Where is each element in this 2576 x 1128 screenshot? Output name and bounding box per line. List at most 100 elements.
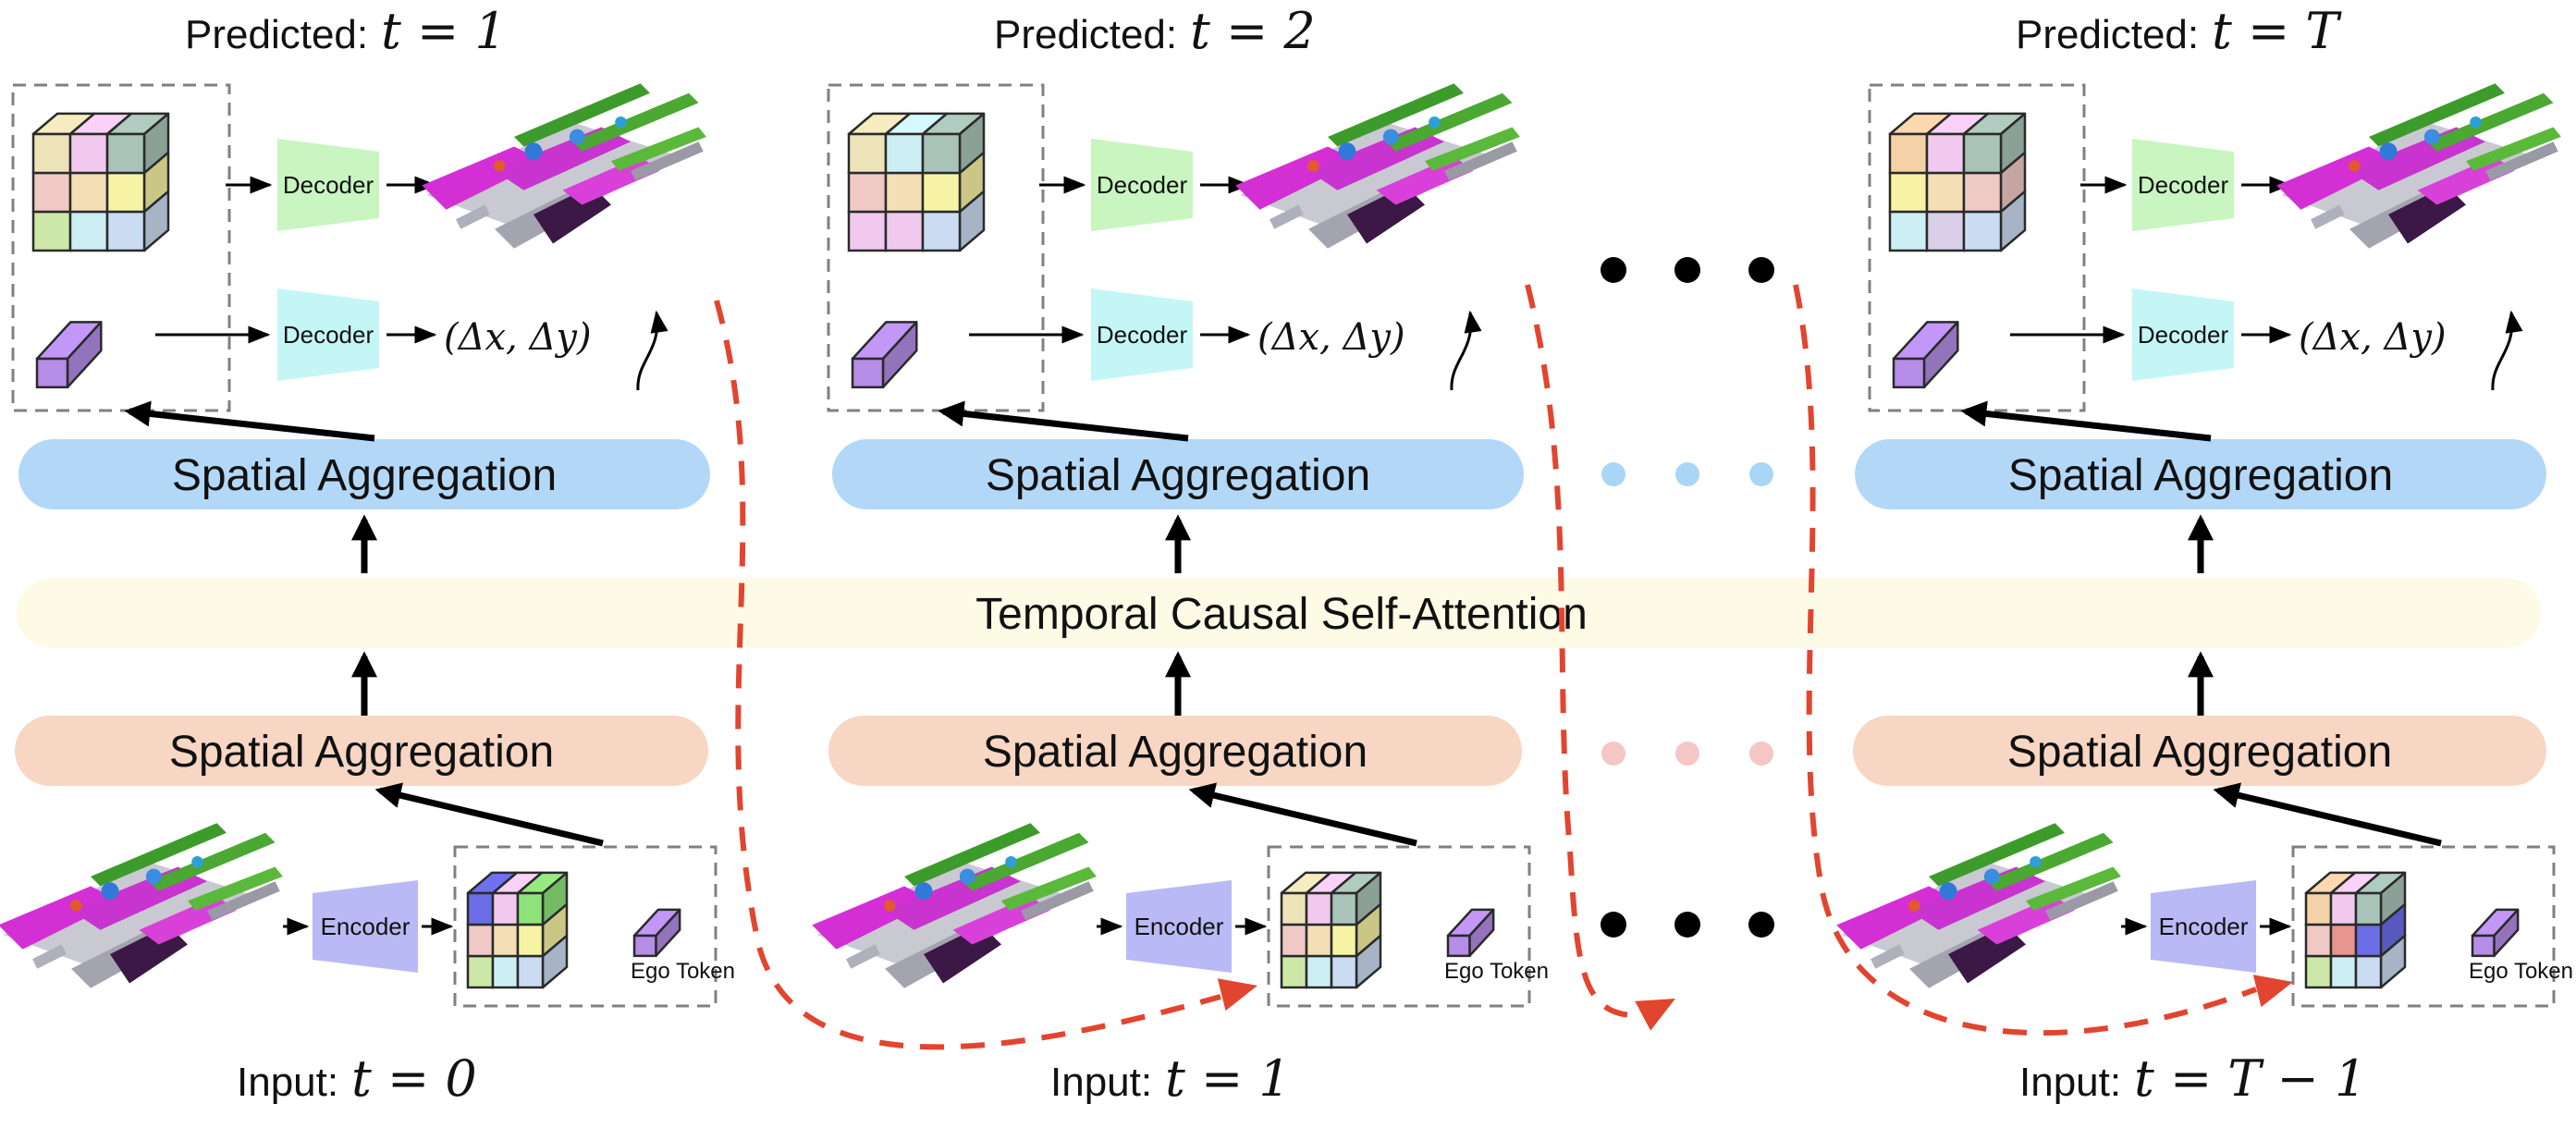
curly-arrow: [1450, 310, 1482, 391]
input-occupancy-tokens: [1280, 871, 1382, 989]
predicted-ego-token: [851, 321, 918, 389]
predicted-title: Predicted: t = T: [2016, 2, 2342, 60]
ego-decoder: Decoder: [2132, 288, 2234, 381]
ellipsis-dot: [1675, 742, 1699, 766]
input-occupancy-scene: [0, 823, 283, 988]
predicted-label: Predicted:: [185, 12, 368, 57]
occupancy-decoder: Decoder: [277, 139, 379, 231]
token-cube: [516, 871, 569, 926]
token-cube: [921, 112, 986, 175]
curly-arrow: [636, 310, 669, 391]
ellipsis-group: [1601, 257, 1774, 938]
ellipsis-dot: [1749, 462, 1773, 486]
predicted-ego-token: [1892, 321, 1959, 389]
ellipsis-dot: [1601, 912, 1626, 938]
ellipsis-dot: [1748, 257, 1774, 283]
input-timestep: t = T − 1: [2134, 1049, 2366, 1108]
timestep-column: Predicted: t = 2 Decoder Decoder (Δx, Δy) Spa…: [812, 2, 1549, 1108]
decoder-label: Decoder: [1097, 171, 1188, 199]
ellipsis-dot: [1674, 912, 1700, 938]
ego-token-label: Ego Token: [1444, 959, 1549, 984]
arrow-to-spatial-bottom: [1188, 782, 1417, 847]
spatial-aggregation-bottom: Spatial Aggregation: [828, 716, 1522, 786]
predicted-token-box: [11, 83, 231, 412]
input-label: Input:: [1050, 1060, 1152, 1105]
encoder-label: Encoder: [321, 913, 411, 940]
timestep-column: Predicted: t = T Decoder Decoder (Δx, Δy) Spa…: [1836, 2, 2573, 1108]
encoder: Encoder: [1126, 880, 1232, 973]
ellipsis-dot: [1601, 462, 1625, 486]
ego-decoder: Decoder: [1091, 288, 1193, 381]
decoder-label: Decoder: [283, 321, 374, 349]
ellipsis-dot: [1674, 257, 1700, 283]
ellipsis-dot: [1601, 742, 1625, 766]
encoder: Encoder: [2151, 880, 2256, 973]
timestep-column: Predicted: t = 1 Decoder Decoder (Δx, Δy) Spa…: [0, 2, 735, 1108]
input-label: Input:: [2019, 1060, 2121, 1105]
predicted-occupancy-scene: [422, 83, 706, 249]
temporal-band-shape: [17, 578, 2541, 648]
predicted-timestep: t = 1: [381, 2, 507, 60]
predicted-occupancy-tokens: [847, 112, 986, 252]
ellipsis-dot: [1601, 257, 1626, 283]
spatial-aggregation-label: Spatial Aggregation: [2007, 728, 2392, 777]
spatial-aggregation-label: Spatial Aggregation: [169, 728, 554, 777]
input-timestep: t = 0: [351, 1049, 477, 1108]
token-cube: [2354, 871, 2407, 926]
autoregressive-arrowhead-2: [1635, 999, 1675, 1031]
decoder-label: Decoder: [283, 171, 374, 199]
arrow-to-spatial-bottom: [374, 782, 604, 847]
decoder-label: Decoder: [1097, 321, 1188, 349]
input-occupancy-scene: [1836, 823, 2121, 988]
predicted-occupancy-scene: [2276, 83, 2561, 249]
input-occupancy-scene: [812, 823, 1097, 988]
input-token-box: [453, 845, 718, 1008]
autoregressive-arrow-1: [714, 300, 1221, 1050]
encoder-label: Encoder: [1135, 913, 1224, 940]
predicted-occupancy-tokens: [1888, 112, 2027, 252]
decoder-label: Decoder: [2138, 321, 2229, 349]
input-title: Input: t = 1: [1050, 1049, 1291, 1108]
predicted-label: Predicted:: [2016, 12, 2199, 57]
token-cube: [1330, 871, 1382, 926]
predicted-token-box: [827, 83, 1045, 412]
ego-token-label: Ego Token: [631, 959, 735, 984]
ego-decoder: Decoder: [277, 288, 379, 381]
ego-token-label: Ego Token: [2469, 959, 2573, 984]
spatial-aggregation-bottom: Spatial Aggregation: [1853, 716, 2546, 786]
encoder: Encoder: [313, 880, 418, 973]
spatial-aggregation-label: Spatial Aggregation: [172, 451, 557, 500]
autoregressive-arrowhead-1: [1217, 978, 1257, 1012]
ego-delta-output: (Δx, Δy): [1257, 316, 1405, 359]
spatial-aggregation-top: Spatial Aggregation: [832, 439, 1524, 509]
curly-arrow: [2491, 310, 2523, 391]
autoregressive-arrow-2: [1525, 284, 1633, 1018]
spatial-aggregation-top: Spatial Aggregation: [18, 439, 710, 509]
input-token-box: [2291, 845, 2556, 1008]
spatial-aggregation-label: Spatial Aggregation: [986, 451, 1370, 500]
input-ego-token: [632, 908, 681, 958]
spatial-aggregation-bottom: Spatial Aggregation: [15, 716, 708, 786]
arrow-to-spatial-bottom: [2213, 782, 2442, 847]
token-cube: [105, 112, 170, 175]
input-label: Input:: [237, 1060, 338, 1105]
ego-delta-output: (Δx, Δy): [444, 316, 592, 359]
input-title: Input: t = 0: [237, 1049, 477, 1108]
predicted-occupancy-scene: [1235, 83, 1520, 249]
arrow-to-predicted-box: [124, 400, 375, 442]
input-title: Input: t = T − 1: [2019, 1049, 2366, 1108]
autoregressive-arrowhead-3: [2252, 975, 2293, 1008]
ellipsis-dot: [1748, 912, 1774, 938]
encoder-label: Encoder: [2159, 913, 2249, 940]
autoregressive-arrows: [714, 284, 2293, 1050]
input-token-box: [1267, 845, 1531, 1008]
input-ego-token: [2471, 908, 2520, 958]
input-occupancy-tokens: [2304, 871, 2407, 989]
occupancy-decoder: Decoder: [2132, 139, 2234, 231]
timestep-columns: Predicted: t = 1 Decoder Decoder (Δx, Δy) Spa…: [0, 2, 2573, 1108]
predicted-timestep: t = 2: [1190, 2, 1316, 60]
ego-delta-output: (Δx, Δy): [2299, 316, 2447, 359]
ellipsis-dot: [1749, 742, 1773, 766]
spatial-aggregation-top: Spatial Aggregation: [1855, 439, 2546, 509]
